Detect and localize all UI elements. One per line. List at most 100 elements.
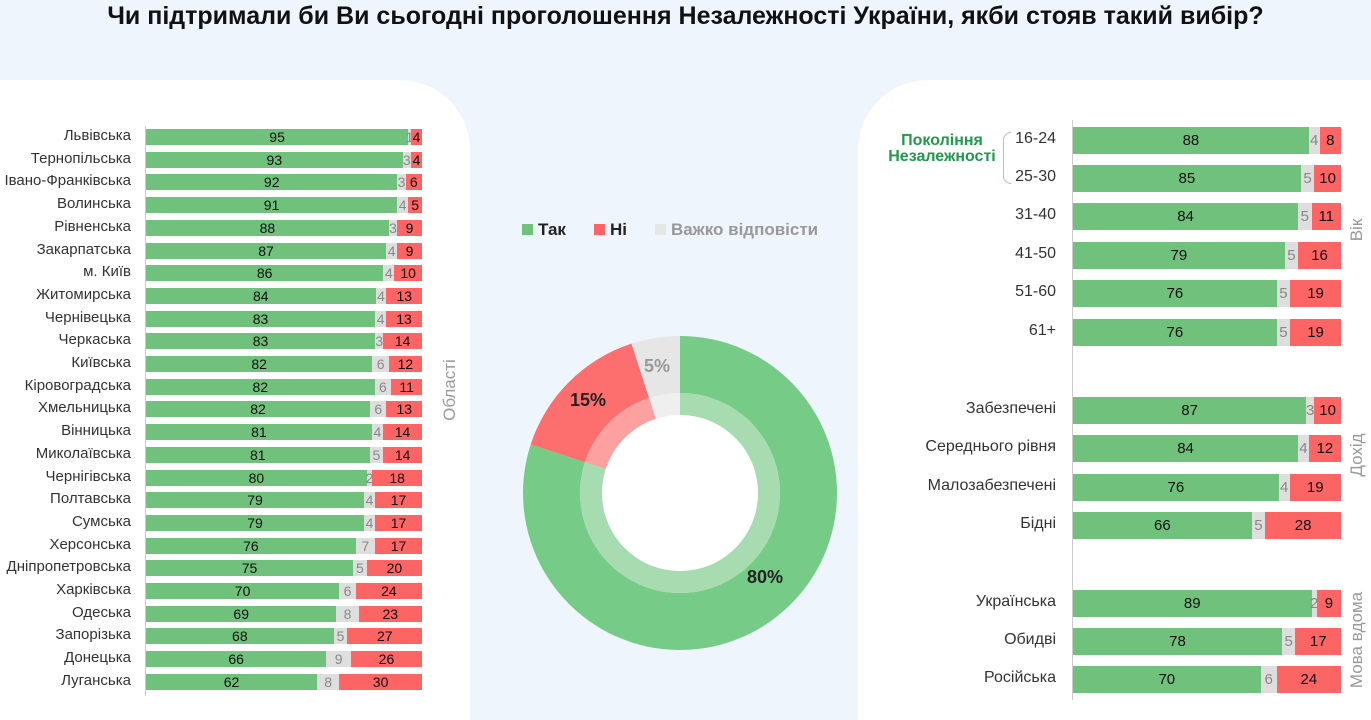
category-label: Українська <box>975 593 1056 610</box>
bar-segment-dk: 5 <box>1284 241 1299 269</box>
bar-segment-yes: 92 <box>146 174 398 191</box>
y-axis-line <box>1072 120 1073 700</box>
bar-segment-dk: 3 <box>375 333 384 350</box>
bar-row: 66 5 28 <box>1073 511 1341 539</box>
bar-segment-dk: 5 <box>333 628 348 645</box>
category-label: Рівненська <box>54 217 131 235</box>
bar-row: 92 3 6 <box>146 174 422 191</box>
bar-row: 84 4 12 <box>1073 434 1341 462</box>
bar-segment-no: 12 <box>1308 434 1341 462</box>
bar-segment-yes: 88 <box>1073 126 1309 154</box>
bar-segment-yes: 82 <box>146 401 371 418</box>
category-label: Забезпечені <box>965 400 1056 417</box>
bar-row: 79 4 17 <box>146 514 422 531</box>
bar-segment-dk: 4 <box>375 287 387 304</box>
category-label: Обидві <box>1004 631 1056 648</box>
bar-row: 69 8 23 <box>146 605 422 622</box>
category-label: Чернівецька <box>44 308 131 326</box>
bar-segment-dk: 1 <box>405 129 414 145</box>
bar-row: 83 4 13 <box>146 310 422 327</box>
group-label-1: Дохід <box>1347 433 1366 477</box>
bar-row: 81 5 14 <box>146 446 422 463</box>
category-label: Бідні <box>1020 515 1056 532</box>
bar-segment-yes: 82 <box>146 356 373 372</box>
bar-segment-yes: 84 <box>1073 202 1299 230</box>
bar-segment-no: 8 <box>1319 126 1341 154</box>
bar-segment-dk: 4 <box>386 242 398 259</box>
bar-row: 80 2 18 <box>146 469 422 486</box>
bar-row: 68 5 27 <box>146 628 422 645</box>
category-label: 51-60 <box>1015 283 1056 300</box>
donut-slice-dk <box>649 393 680 419</box>
bar-segment-no: 4 <box>410 129 422 145</box>
bar-segment-yes: 69 <box>146 605 337 622</box>
bar-segment-dk: 4 <box>364 492 376 509</box>
bar-segment-yes: 79 <box>146 492 365 509</box>
donut-label-no: 15% <box>570 390 606 410</box>
donut-slice-yes <box>523 336 837 650</box>
bar-segment-no: 18 <box>372 469 422 486</box>
bar-row: 79 5 16 <box>1073 241 1341 269</box>
legend-item-yes: Так <box>522 220 566 240</box>
bar-segment-no: 17 <box>1295 627 1341 655</box>
bar-row: 87 4 9 <box>146 242 422 259</box>
bar-segment-dk: 5 <box>369 446 384 463</box>
category-label: Черкаська <box>58 331 131 349</box>
bar-segment-no: 14 <box>383 446 422 463</box>
bar-segment-no: 10 <box>394 265 422 282</box>
bar-segment-no: 12 <box>388 356 422 372</box>
donut-slice-dk <box>631 336 680 398</box>
y-axis-line <box>145 126 146 696</box>
page-title: Чи підтримали би Ви сьогодні проголошенн… <box>107 2 1264 30</box>
bar-segment-no: 13 <box>386 310 422 327</box>
bar-segment-no: 9 <box>397 219 422 236</box>
bar-row: 89 2 9 <box>1073 589 1341 617</box>
bar-segment-dk: 4 <box>397 197 409 214</box>
category-label: Житомирська <box>36 285 131 303</box>
bar-segment-no: 10 <box>1314 396 1341 424</box>
bar-segment-yes: 87 <box>146 242 387 259</box>
legend-swatch <box>522 224 533 235</box>
bar-row: 82 6 11 <box>146 378 422 395</box>
bar-row: 79 4 17 <box>146 492 422 509</box>
regions-axis-label: Області <box>440 359 459 421</box>
bar-segment-dk: 5 <box>1276 279 1291 307</box>
bar-segment-yes: 87 <box>1073 396 1307 424</box>
bar-segment-dk: 6 <box>370 401 387 418</box>
bar-row: 62 8 30 <box>146 673 422 690</box>
bar-segment-dk: 2 <box>1310 589 1318 617</box>
bar-segment-dk: 4 <box>1278 473 1290 501</box>
bar-segment-yes: 76 <box>1073 279 1277 307</box>
category-label: Середнього рівня <box>925 438 1056 455</box>
generation-annotation: Покоління Незалежності <box>888 132 996 165</box>
category-label: Київська <box>71 354 131 371</box>
bar-segment-no: 14 <box>382 424 422 441</box>
bar-segment-yes: 85 <box>1073 164 1301 192</box>
donut-label-yes: 80% <box>747 567 783 587</box>
bar-segment-no: 19 <box>1289 473 1341 501</box>
bar-segment-dk: 4 <box>1308 126 1320 154</box>
bar-segment-no: 17 <box>375 537 422 554</box>
bar-row: 84 5 11 <box>1073 202 1341 230</box>
bar-segment-yes: 82 <box>146 378 375 395</box>
bar-segment-no: 13 <box>386 287 422 304</box>
donut-slice-no <box>530 343 650 463</box>
bar-segment-yes: 83 <box>146 310 376 327</box>
bar-row: 75 5 20 <box>146 560 422 577</box>
category-label: Донецька <box>64 649 131 667</box>
group-label-2: Мова вдома <box>1347 591 1366 689</box>
bar-segment-yes: 88 <box>146 219 389 236</box>
legend-swatch <box>593 224 605 235</box>
category-label: 16-24 <box>1015 130 1056 147</box>
bar-segment-no: 24 <box>355 583 422 599</box>
category-label: 61+ <box>1028 322 1056 339</box>
bar-segment-no: 9 <box>1316 589 1341 617</box>
category-label: Малозабезпечені <box>927 477 1056 494</box>
bar-segment-dk: 5 <box>1298 202 1312 230</box>
bar-segment-no: 11 <box>1311 202 1341 230</box>
bar-segment-dk: 4 <box>383 265 395 282</box>
bar-row: 78 5 17 <box>1073 627 1341 655</box>
bar-segment-no: 19 <box>1290 318 1341 346</box>
bar-segment-dk: 5 <box>1251 511 1266 539</box>
category-label: Сумська <box>71 512 131 530</box>
